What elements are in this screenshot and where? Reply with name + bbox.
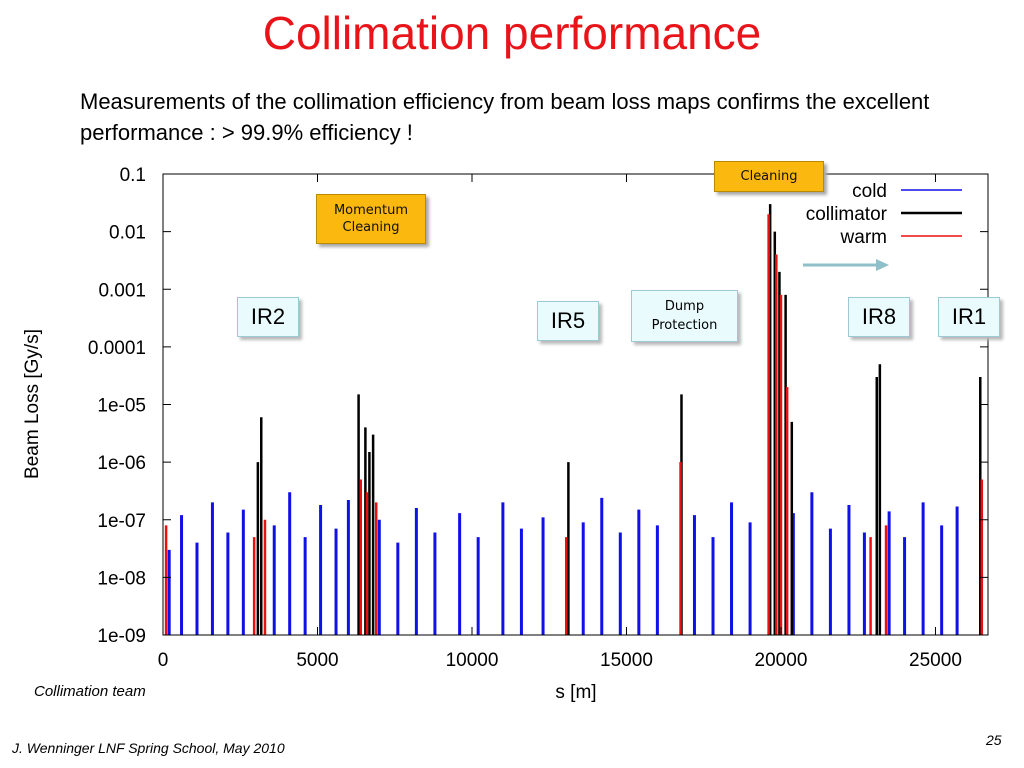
series-warm xyxy=(164,214,984,635)
page-number: 25 xyxy=(986,732,1002,748)
x-tick-label: 25000 xyxy=(909,650,962,671)
annotation-cleaning: Cleaning xyxy=(714,161,824,192)
momentum-cleaning-line2: Cleaning xyxy=(342,220,400,235)
legend-label-cold: cold xyxy=(852,181,887,202)
annotation-momentum-cleaning: Momentum Cleaning xyxy=(316,194,426,244)
y-tick-label: 1e-05 xyxy=(97,396,146,417)
y-tick-label: 1e-06 xyxy=(97,453,146,474)
footer-text: J. Wenninger LNF Spring School, May 2010 xyxy=(12,740,285,756)
slide-title: Collimation performance xyxy=(262,7,762,59)
chart-axes-layer: 1e-09 1e-08 1e-07 1e-06 1e-05 0.0001 0.001 0.01… xyxy=(88,165,988,671)
x-tick-label: 0 xyxy=(158,650,169,671)
momentum-cleaning-line1: Momentum xyxy=(333,203,409,218)
annotation-ir2: IR2 xyxy=(237,297,299,337)
x-tick-label: 15000 xyxy=(600,650,653,671)
y-tick-label: 0.1 xyxy=(120,165,146,186)
x-tick-label: 20000 xyxy=(755,650,808,671)
y-tick-label: 1e-08 xyxy=(97,568,146,589)
chart-legend: cold collimator warm xyxy=(806,181,962,248)
x-tick-label: 10000 xyxy=(446,650,499,671)
y-tick-label: 0.01 xyxy=(109,223,146,244)
credit-text: Collimation team xyxy=(34,683,146,700)
legend-label-collimator: collimator xyxy=(806,204,888,225)
annotation-ir1: IR1 xyxy=(938,297,1000,337)
x-tick-label: 5000 xyxy=(296,650,338,671)
annotation-ir8: IR8 xyxy=(848,297,910,337)
series-cold xyxy=(167,492,959,635)
annotation-dump-protection: Dump Protection xyxy=(631,290,738,342)
y-tick-label: 0.001 xyxy=(98,280,146,301)
y-axis-label: Beam Loss [Gy/s] xyxy=(22,329,43,479)
dump-protection-line1: Dump xyxy=(664,299,705,314)
legend-label-warm: warm xyxy=(840,227,887,248)
y-tick-label: 1e-09 xyxy=(97,626,146,647)
dump-protection-line2: Protection xyxy=(651,318,718,333)
chart-bars-layer xyxy=(164,204,984,635)
annotation-ir5: IR5 xyxy=(537,301,599,341)
beam-direction-arrow xyxy=(803,259,889,271)
x-axis-label: s [m] xyxy=(555,682,596,703)
y-tick-label: 0.0001 xyxy=(88,338,146,359)
y-tick-label: 1e-07 xyxy=(97,511,146,532)
slide-subtitle: Measurements of the collimation efficien… xyxy=(80,89,930,145)
